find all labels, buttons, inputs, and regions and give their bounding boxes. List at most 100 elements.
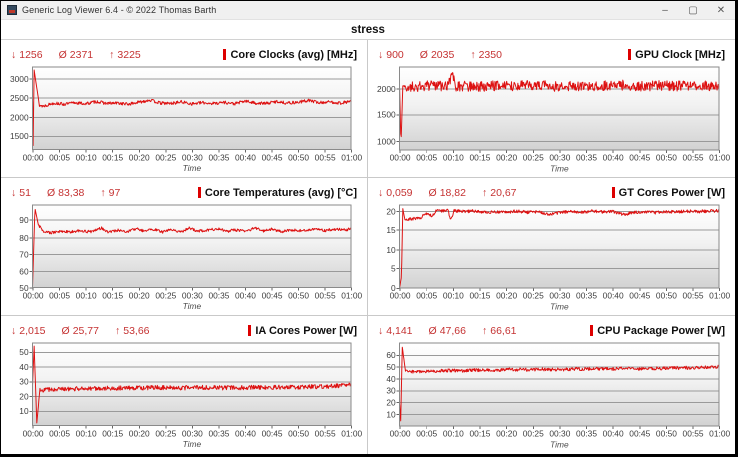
min-icon: ↓ [378,186,384,199]
svg-text:00:00: 00:00 [390,291,411,301]
svg-text:00:55: 00:55 [315,428,336,438]
chart-header: ↓ 51 Ø 83,38 ↑ 97 Core Temperatures (avg) [… [5,182,365,201]
chart-stats: ↓ 1256 Ø 2371 ↑ 3225 [11,49,141,61]
svg-text:00:15: 00:15 [470,429,491,439]
svg-text:00:30: 00:30 [182,152,203,162]
min-icon: ↓ [11,48,17,61]
chart-title: IA Cores Power [W] [255,324,357,337]
close-button[interactable]: ✕ [716,4,726,16]
svg-text:00:50: 00:50 [656,153,677,163]
svg-text:10: 10 [386,409,396,419]
svg-text:00:35: 00:35 [208,428,229,438]
min-icon: ↓ [11,186,17,199]
svg-text:1500: 1500 [377,110,396,120]
svg-text:Time: Time [550,439,569,449]
svg-text:50: 50 [19,283,29,293]
svg-text:00:45: 00:45 [629,429,650,439]
stat-min-value: 4,141 [386,324,413,337]
svg-text:Time: Time [550,163,569,173]
chart-header: ↓ 1256 Ø 2371 ↑ 3225 Core Clocks (avg) [MHz… [5,44,365,63]
svg-text:00:10: 00:10 [76,152,97,162]
stat-avg-value: 83,38 [58,186,85,199]
svg-text:00:55: 00:55 [683,429,704,439]
svg-text:00:15: 00:15 [102,290,123,300]
svg-text:00:15: 00:15 [102,428,123,438]
svg-text:00:20: 00:20 [129,152,150,162]
svg-text:00:10: 00:10 [443,291,464,301]
chart-legend: GT Cores Power [W] [611,187,725,199]
chart-plot: 1000 1500 2000 00:00 00:05 00:10 00:15 00:20 00:… [377,66,730,173]
svg-text:00:55: 00:55 [315,152,336,162]
svg-text:00:35: 00:35 [576,153,597,163]
svg-text:00:40: 00:40 [603,429,624,439]
svg-text:00:40: 00:40 [235,290,256,300]
tab-stress[interactable]: stress [351,23,385,36]
svg-text:Time: Time [550,301,569,311]
svg-text:01:00: 01:00 [341,428,362,438]
svg-text:00:25: 00:25 [155,152,176,162]
svg-text:00:25: 00:25 [155,428,176,438]
chart-legend: Core Clocks (avg) [MHz] [223,49,357,61]
svg-text:01:00: 01:00 [341,290,362,300]
chart-legend: CPU Package Power [W] [590,325,725,337]
svg-text:00:20: 00:20 [129,428,150,438]
svg-text:80: 80 [19,233,29,243]
chart-cell-gpu-clock: ↓ 900 Ø 2035 ↑ 2350 GPU Clock [MHz] 1000 150… [368,40,735,178]
svg-text:00:00: 00:00 [23,290,44,300]
chart-cell-ia-cores-power: ↓ 2,015 Ø 25,77 ↑ 53,66 IA Cores Power [W] … [1,316,368,454]
chart-plot: 50 60 70 80 90 00:00 00:05 00:10 00:15 00:20 00:25… [19,204,363,311]
svg-text:10: 10 [386,245,396,255]
svg-text:00:35: 00:35 [208,290,229,300]
stat-avg-value: 2371 [69,48,94,61]
svg-text:60: 60 [386,350,396,360]
svg-text:00:45: 00:45 [262,152,283,162]
avg-icon: Ø [61,324,70,337]
svg-text:3000: 3000 [10,74,29,84]
avg-icon: Ø [58,48,67,61]
svg-text:00:40: 00:40 [235,428,256,438]
svg-text:01:00: 01:00 [709,291,730,301]
svg-text:00:50: 00:50 [288,152,309,162]
avg-icon: Ø [419,48,428,61]
svg-text:30: 30 [19,377,29,387]
svg-text:00:30: 00:30 [182,290,203,300]
max-icon: ↑ [481,324,488,337]
chart-header: ↓ 900 Ø 2035 ↑ 2350 GPU Clock [MHz] [372,44,733,63]
svg-text:00:10: 00:10 [443,153,464,163]
legend-color-bar [611,187,615,198]
stat-min-value: 2,015 [19,324,46,337]
stat-avg-value: 25,77 [72,324,99,337]
svg-text:00:55: 00:55 [683,153,704,163]
svg-text:00:05: 00:05 [416,153,437,163]
svg-text:00:35: 00:35 [208,152,229,162]
min-icon: ↓ [378,324,384,337]
svg-text:00:15: 00:15 [470,291,491,301]
window-title: Generic Log Viewer 6.4 - © 2022 Thomas B… [22,5,217,15]
minimize-button[interactable]: – [662,4,668,16]
min-icon: ↓ [378,48,384,61]
chart-title: GPU Clock [MHz] [635,48,725,61]
svg-text:2000: 2000 [377,84,396,94]
chart-stats: ↓ 900 Ø 2035 ↑ 2350 [378,49,502,61]
stat-min-value: 900 [386,48,404,61]
svg-text:00:30: 00:30 [182,428,203,438]
legend-color-bar [248,325,252,336]
svg-text:40: 40 [386,374,396,384]
svg-text:00:50: 00:50 [288,290,309,300]
svg-text:00:30: 00:30 [549,291,570,301]
svg-text:00:05: 00:05 [49,428,70,438]
legend-color-bar [197,187,201,198]
svg-text:00:00: 00:00 [23,428,44,438]
avg-icon: Ø [46,186,56,199]
chart-plot: 0 5 10 15 20 00:00 00:05 00:10 00:15 00:20 00:25 00… [386,204,730,311]
avg-icon: Ø [428,186,437,199]
svg-text:00:10: 00:10 [76,290,97,300]
svg-text:00:55: 00:55 [683,291,704,301]
stat-max-value: 97 [108,186,121,199]
legend-color-bar [628,49,632,60]
svg-text:00:20: 00:20 [496,429,517,439]
maximize-button[interactable]: ▢ [688,4,698,16]
svg-text:00:45: 00:45 [629,291,650,301]
stat-avg-value: 47,66 [439,324,466,337]
svg-text:00:10: 00:10 [76,428,97,438]
